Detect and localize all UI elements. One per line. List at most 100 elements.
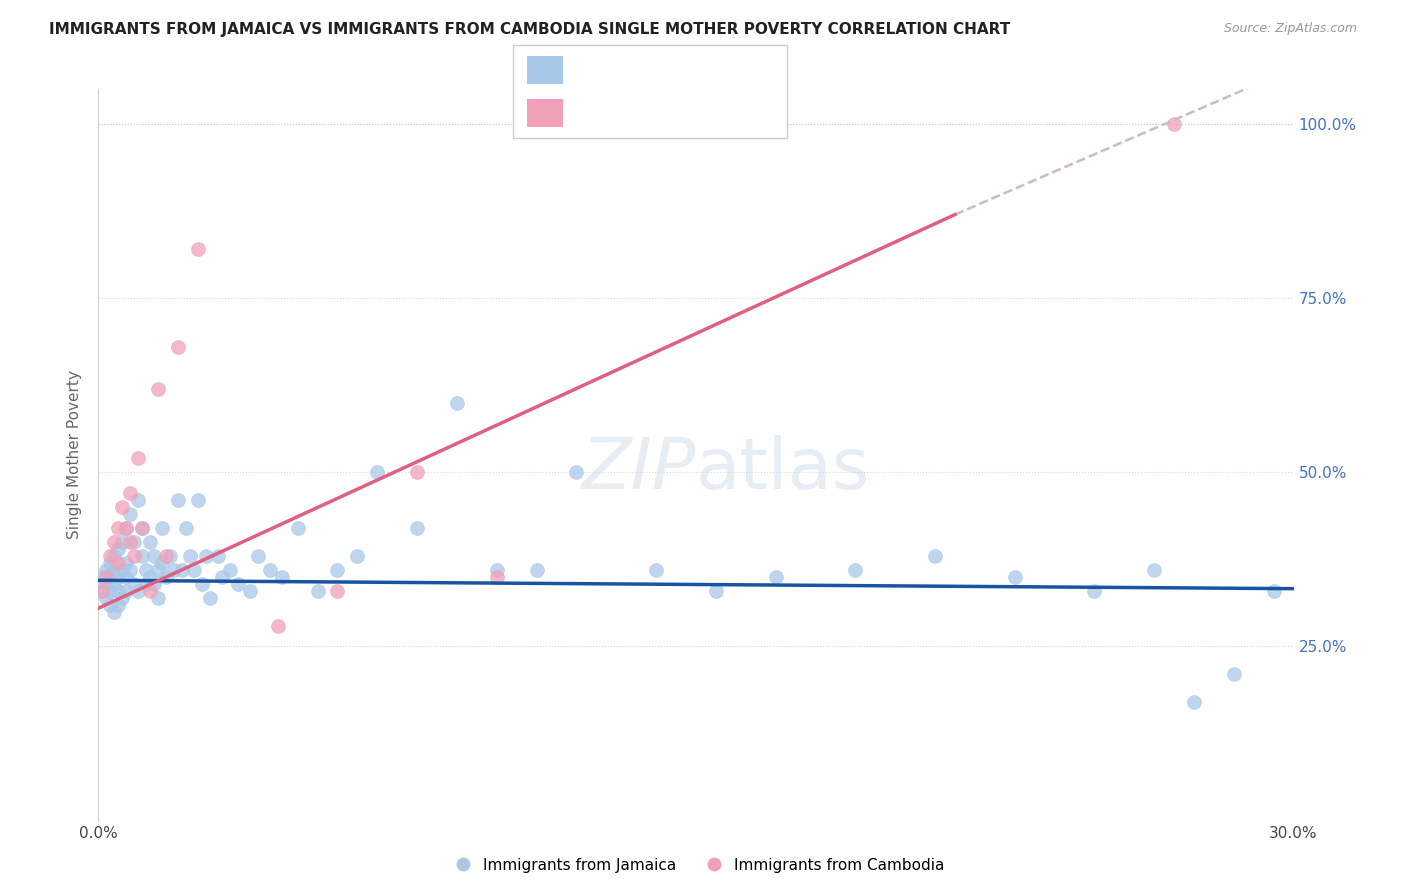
Point bbox=[406, 521, 429, 535]
Point bbox=[163, 563, 186, 577]
Point bbox=[96, 563, 118, 577]
Point bbox=[485, 570, 508, 584]
Point bbox=[246, 549, 269, 563]
Point bbox=[98, 570, 122, 584]
Legend: Immigrants from Jamaica, Immigrants from Cambodia: Immigrants from Jamaica, Immigrants from… bbox=[441, 852, 950, 879]
Point bbox=[844, 563, 866, 577]
Point bbox=[107, 556, 129, 570]
Point bbox=[131, 521, 153, 535]
Text: Source: ZipAtlas.com: Source: ZipAtlas.com bbox=[1223, 22, 1357, 36]
Point bbox=[139, 570, 162, 584]
Point bbox=[148, 563, 170, 577]
Point bbox=[111, 500, 134, 515]
Point bbox=[270, 570, 292, 584]
Point bbox=[1004, 570, 1026, 584]
Point bbox=[924, 549, 946, 563]
Point bbox=[103, 549, 125, 563]
Point bbox=[127, 493, 149, 508]
Point bbox=[91, 583, 114, 598]
Point bbox=[191, 576, 214, 591]
Point bbox=[526, 563, 548, 577]
Point bbox=[131, 549, 153, 563]
Point bbox=[107, 521, 129, 535]
Point bbox=[107, 598, 129, 612]
Text: IMMIGRANTS FROM JAMAICA VS IMMIGRANTS FROM CAMBODIA SINGLE MOTHER POVERTY CORREL: IMMIGRANTS FROM JAMAICA VS IMMIGRANTS FR… bbox=[49, 22, 1011, 37]
Point bbox=[239, 583, 262, 598]
Point bbox=[172, 563, 194, 577]
Point bbox=[127, 583, 149, 598]
Point bbox=[107, 541, 129, 556]
Point bbox=[195, 549, 218, 563]
Point bbox=[143, 549, 166, 563]
Point bbox=[91, 570, 114, 584]
Point bbox=[127, 451, 149, 466]
Point bbox=[139, 583, 162, 598]
Point bbox=[103, 605, 125, 619]
Text: R =: R = bbox=[576, 62, 609, 78]
Point bbox=[326, 563, 349, 577]
Point bbox=[211, 570, 233, 584]
Text: N =: N = bbox=[683, 105, 717, 120]
Text: R =: R = bbox=[576, 105, 614, 120]
Point bbox=[1163, 117, 1185, 131]
Point bbox=[96, 591, 118, 605]
Point bbox=[150, 521, 173, 535]
Point bbox=[565, 466, 588, 480]
Point bbox=[174, 521, 197, 535]
Point bbox=[120, 535, 142, 549]
Point bbox=[159, 549, 181, 563]
Point bbox=[120, 563, 142, 577]
FancyBboxPatch shape bbox=[513, 45, 787, 138]
Text: 85: 85 bbox=[724, 62, 745, 78]
Point bbox=[124, 549, 146, 563]
Point bbox=[167, 493, 190, 508]
Point bbox=[346, 549, 368, 563]
Point bbox=[107, 583, 129, 598]
Point bbox=[155, 570, 177, 584]
Point bbox=[135, 563, 157, 577]
Point bbox=[115, 521, 138, 535]
Point bbox=[111, 563, 134, 577]
Point bbox=[111, 591, 134, 605]
Point bbox=[446, 395, 468, 409]
Point bbox=[645, 563, 668, 577]
Text: ZIP: ZIP bbox=[582, 435, 696, 504]
Point bbox=[135, 576, 157, 591]
Point bbox=[259, 563, 281, 577]
Text: -0.020: -0.020 bbox=[617, 62, 666, 78]
Point bbox=[120, 507, 142, 521]
Point bbox=[115, 521, 138, 535]
Point bbox=[98, 549, 122, 563]
Bar bbox=[527, 56, 562, 84]
Point bbox=[267, 618, 290, 632]
Point bbox=[167, 340, 190, 354]
Point bbox=[1223, 667, 1246, 681]
Point bbox=[131, 521, 153, 535]
Point bbox=[148, 382, 170, 396]
Point bbox=[150, 556, 173, 570]
Text: 23: 23 bbox=[724, 105, 745, 120]
Text: atlas: atlas bbox=[696, 435, 870, 504]
Point bbox=[103, 576, 125, 591]
Point bbox=[1143, 563, 1166, 577]
Point bbox=[124, 576, 146, 591]
Point bbox=[98, 556, 122, 570]
Point bbox=[1263, 583, 1285, 598]
Point bbox=[366, 466, 388, 480]
Point bbox=[120, 486, 142, 500]
Point bbox=[103, 563, 125, 577]
Point bbox=[704, 583, 727, 598]
Point bbox=[98, 583, 122, 598]
Point bbox=[183, 563, 205, 577]
Y-axis label: Single Mother Poverty: Single Mother Poverty bbox=[67, 370, 83, 540]
Point bbox=[124, 535, 146, 549]
Point bbox=[96, 576, 118, 591]
Text: 0.586: 0.586 bbox=[617, 105, 661, 120]
Point bbox=[96, 570, 118, 584]
Point bbox=[485, 563, 508, 577]
Point bbox=[115, 570, 138, 584]
Point bbox=[139, 535, 162, 549]
Point bbox=[98, 598, 122, 612]
Point bbox=[226, 576, 249, 591]
Point bbox=[198, 591, 221, 605]
